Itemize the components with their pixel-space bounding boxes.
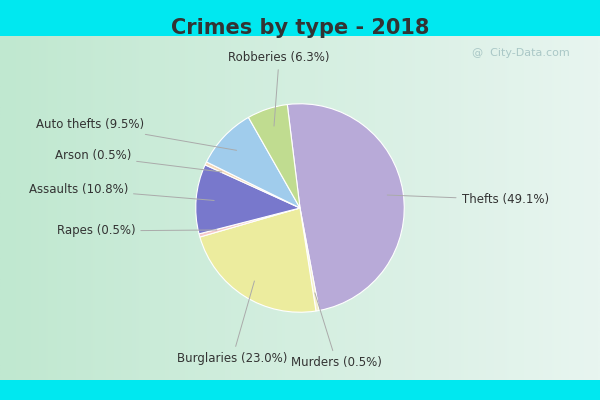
Wedge shape <box>200 208 316 312</box>
Wedge shape <box>196 165 300 234</box>
Text: Murders (0.5%): Murders (0.5%) <box>291 293 382 369</box>
Text: Assaults (10.8%): Assaults (10.8%) <box>29 183 214 200</box>
Text: Burglaries (23.0%): Burglaries (23.0%) <box>177 281 287 365</box>
Text: Crimes by type - 2018: Crimes by type - 2018 <box>171 18 429 38</box>
Wedge shape <box>205 162 300 208</box>
Text: @  City-Data.com: @ City-Data.com <box>472 48 570 58</box>
Text: Rapes (0.5%): Rapes (0.5%) <box>56 224 217 238</box>
Wedge shape <box>199 208 300 237</box>
Text: Thefts (49.1%): Thefts (49.1%) <box>387 193 549 206</box>
Text: Arson (0.5%): Arson (0.5%) <box>55 149 222 172</box>
Wedge shape <box>206 117 300 208</box>
Wedge shape <box>287 104 404 310</box>
Wedge shape <box>248 104 300 208</box>
Text: Auto thefts (9.5%): Auto thefts (9.5%) <box>35 118 236 150</box>
Text: Robberies (6.3%): Robberies (6.3%) <box>229 51 330 126</box>
Wedge shape <box>300 208 319 311</box>
